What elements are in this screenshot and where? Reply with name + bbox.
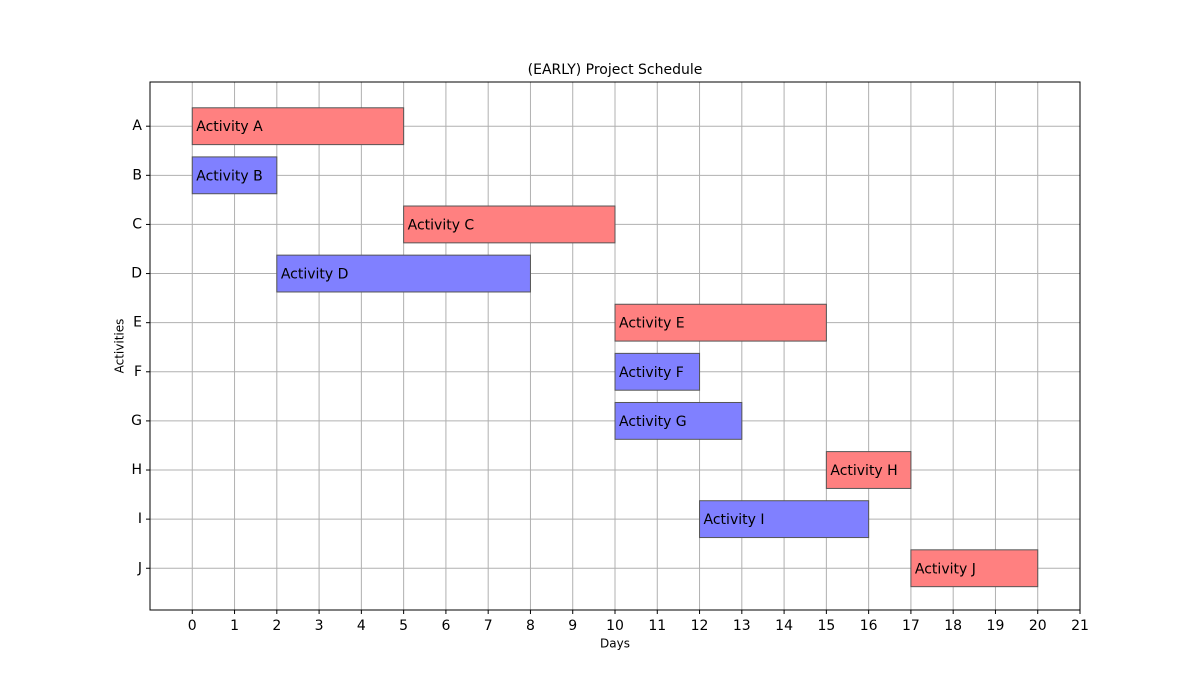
- y-axis-label: Activities: [113, 319, 127, 374]
- y-tick-label: B: [132, 167, 142, 183]
- bar-label: Activity B: [196, 168, 262, 184]
- bar: [699, 500, 870, 539]
- x-tick-label: 8: [526, 618, 535, 634]
- x-tick-label: 20: [1029, 618, 1047, 634]
- bar-label: Activity E: [619, 316, 685, 332]
- y-tick-label: D: [131, 266, 142, 282]
- y-tick-label: F: [134, 364, 142, 380]
- bar: [191, 156, 278, 195]
- bar: [910, 549, 1039, 588]
- bar: [614, 352, 701, 391]
- bar: [276, 254, 531, 293]
- x-tick-label: 1: [230, 618, 239, 634]
- x-tick-label: 0: [188, 618, 197, 634]
- x-tick-label: 9: [568, 618, 577, 634]
- bar-label: Activity C: [408, 217, 475, 233]
- y-tick-label: J: [137, 560, 142, 576]
- bar-label: Activity D: [281, 267, 349, 283]
- y-tick-label: G: [131, 413, 142, 429]
- bar-label: Activity G: [619, 414, 687, 430]
- x-tick-label: 18: [944, 618, 962, 634]
- x-tick-label: 13: [733, 618, 751, 634]
- bar-label: Activity A: [196, 119, 263, 135]
- bar: [614, 401, 743, 440]
- y-tick-label: H: [131, 462, 142, 478]
- x-tick-label: 6: [441, 618, 450, 634]
- y-tick-label: A: [132, 118, 142, 134]
- plot-frame: [149, 81, 1081, 611]
- y-tick-label: I: [138, 511, 142, 527]
- x-tick-label: 17: [902, 618, 920, 634]
- x-tick-label: 2: [272, 618, 281, 634]
- y-tick-label: C: [132, 216, 142, 232]
- bar-label: Activity F: [619, 365, 684, 381]
- bar: [825, 451, 912, 489]
- x-tick-label: 19: [987, 618, 1005, 634]
- bar: [191, 107, 405, 146]
- bar: [614, 303, 827, 342]
- x-tick-label: 21: [1071, 618, 1089, 634]
- x-tick-label: 4: [357, 618, 366, 634]
- x-tick-label: 14: [775, 618, 793, 634]
- bar: [403, 205, 616, 244]
- x-tick-label: 3: [315, 618, 324, 634]
- x-tick-label: 7: [484, 618, 493, 634]
- x-axis-label: Days: [600, 637, 630, 651]
- x-tick-label: 10: [606, 618, 624, 634]
- chart-title: (EARLY) Project Schedule: [528, 62, 703, 78]
- x-tick-label: 11: [648, 618, 666, 634]
- bar-label: Activity H: [830, 463, 897, 479]
- x-tick-label: 16: [860, 618, 878, 634]
- y-tick-label: E: [133, 315, 142, 331]
- x-tick-label: 12: [691, 618, 709, 634]
- bar-label: Activity I: [704, 512, 765, 528]
- x-tick-label: 15: [817, 618, 835, 634]
- x-tick-label: 5: [399, 618, 408, 634]
- bar-label: Activity J: [915, 561, 976, 577]
